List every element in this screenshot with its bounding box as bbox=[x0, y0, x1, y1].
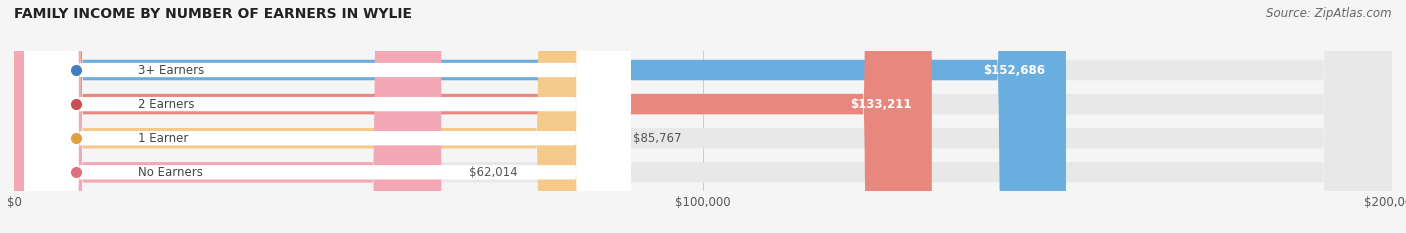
Text: 1 Earner: 1 Earner bbox=[138, 132, 188, 145]
FancyBboxPatch shape bbox=[24, 0, 631, 233]
Text: $62,014: $62,014 bbox=[468, 166, 517, 179]
FancyBboxPatch shape bbox=[14, 0, 605, 233]
FancyBboxPatch shape bbox=[14, 0, 1392, 233]
FancyBboxPatch shape bbox=[14, 0, 1392, 233]
FancyBboxPatch shape bbox=[24, 0, 631, 233]
FancyBboxPatch shape bbox=[24, 0, 631, 233]
Text: 3+ Earners: 3+ Earners bbox=[138, 64, 204, 76]
FancyBboxPatch shape bbox=[24, 0, 631, 233]
Text: Source: ZipAtlas.com: Source: ZipAtlas.com bbox=[1267, 7, 1392, 20]
Text: $85,767: $85,767 bbox=[633, 132, 681, 145]
FancyBboxPatch shape bbox=[14, 0, 1066, 233]
FancyBboxPatch shape bbox=[14, 0, 1392, 233]
Text: No Earners: No Earners bbox=[138, 166, 202, 179]
Text: $133,211: $133,211 bbox=[849, 98, 911, 111]
FancyBboxPatch shape bbox=[14, 0, 1392, 233]
Text: $152,686: $152,686 bbox=[983, 64, 1045, 76]
Text: FAMILY INCOME BY NUMBER OF EARNERS IN WYLIE: FAMILY INCOME BY NUMBER OF EARNERS IN WY… bbox=[14, 7, 412, 21]
FancyBboxPatch shape bbox=[14, 0, 441, 233]
Text: 2 Earners: 2 Earners bbox=[138, 98, 194, 111]
FancyBboxPatch shape bbox=[14, 0, 932, 233]
